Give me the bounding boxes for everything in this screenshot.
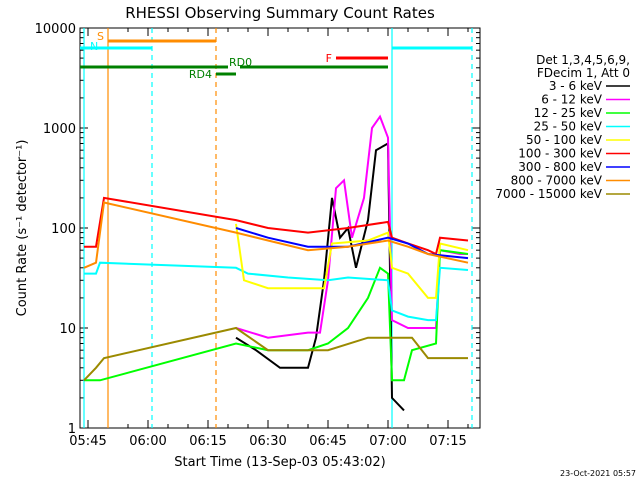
state-bar-label: F xyxy=(326,52,332,65)
legend: Det 1,3,4,5,6,9,FDecim 1, Att 03 - 6 keV… xyxy=(495,53,630,201)
legend-entry: 6 - 12 keV xyxy=(541,93,603,107)
state-bar-label: N xyxy=(90,40,98,53)
legend-entry: 12 - 25 keV xyxy=(534,106,603,120)
y-tick-label: 100 xyxy=(51,222,76,237)
chart-title: RHESSI Observing Summary Count Rates xyxy=(125,4,435,22)
data-series xyxy=(83,114,469,412)
legend-entry: 7000 - 15000 keV xyxy=(495,187,602,201)
y-axis: 1 10 100 1000 10000 xyxy=(35,22,480,437)
y-tick-label: 10000 xyxy=(35,22,76,37)
legend-entry: 300 - 800 keV xyxy=(518,160,602,174)
y-tick-label: 1 xyxy=(68,422,76,437)
x-tick-label: 06:00 xyxy=(129,434,166,449)
marker-lines xyxy=(83,28,473,428)
legend-entry: 25 - 50 keV xyxy=(534,120,603,134)
series-line xyxy=(235,223,469,299)
y-tick-label: 1000 xyxy=(43,122,76,137)
x-tick-label: 06:15 xyxy=(189,434,226,449)
x-tick-label: 06:45 xyxy=(309,434,346,449)
y-axis-label: Count Rate (s⁻¹ detector⁻¹) xyxy=(15,140,30,317)
series-line xyxy=(84,261,469,322)
x-tick-label: 07:15 xyxy=(429,434,466,449)
legend-header: FDecim 1, Att 0 xyxy=(537,66,630,80)
legend-entry: 800 - 7000 keV xyxy=(511,174,603,188)
x-axis: 05:45 06:00 06:15 06:30 06:45 07:00 07:15 xyxy=(69,28,469,449)
legend-entry: 100 - 300 keV xyxy=(518,147,602,161)
series-line xyxy=(235,141,405,412)
legend-header: Det 1,3,4,5,6,9, xyxy=(536,53,630,67)
legend-entry: 50 - 100 keV xyxy=(526,133,603,147)
series-line xyxy=(84,196,469,256)
legend-entry: 3 - 6 keV xyxy=(549,79,603,93)
y-tick-label: 10 xyxy=(59,322,76,337)
x-tick-label: 06:30 xyxy=(249,434,286,449)
state-bar-label: S xyxy=(97,30,104,43)
state-bar-label: RD4 xyxy=(189,68,212,81)
series-line xyxy=(84,249,469,382)
footer-date: 23-Oct-2021 05:57 xyxy=(560,469,636,478)
series-line xyxy=(83,201,469,269)
x-tick-label: 07:00 xyxy=(369,434,406,449)
series-line xyxy=(83,326,468,381)
x-axis-label: Start Time (13-Sep-03 05:43:02) xyxy=(174,455,385,470)
x-tick-label: 05:45 xyxy=(69,434,106,449)
